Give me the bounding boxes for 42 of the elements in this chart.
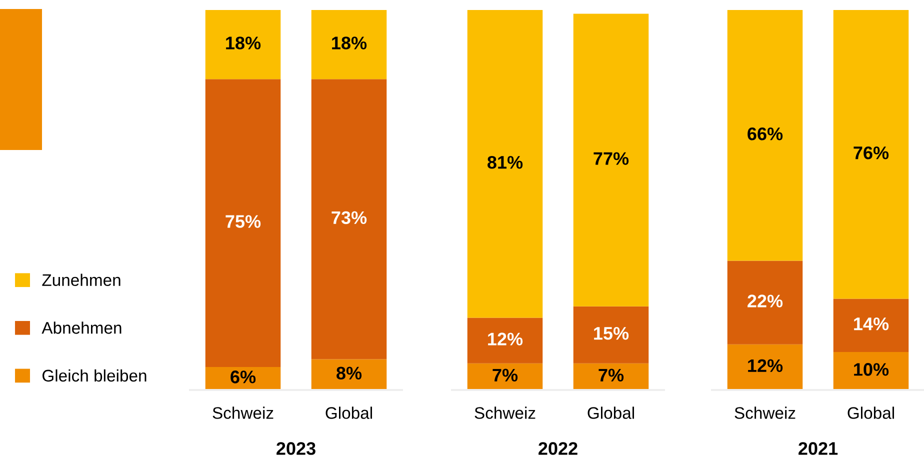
bar <box>467 318 543 364</box>
x-tick-label: Schweiz <box>474 406 536 419</box>
data-label: 76% <box>854 146 889 160</box>
x-axis-title: 2021 <box>798 442 838 455</box>
bar <box>727 260 803 344</box>
bar <box>311 10 387 80</box>
data-label: 77% <box>594 152 629 165</box>
legend-label: Abnehmen <box>42 322 122 334</box>
bar <box>833 352 909 390</box>
data-label: 12% <box>748 359 783 372</box>
data-label: 7% <box>492 368 518 382</box>
data-label: 14% <box>854 318 889 330</box>
x-axis-title: 2022 <box>538 442 578 455</box>
data-label: 12% <box>488 332 523 346</box>
data-label: 7% <box>598 368 624 382</box>
bar <box>727 10 803 261</box>
data-label: 15% <box>594 327 629 340</box>
data-label: 81% <box>488 156 523 169</box>
data-label: 18% <box>226 36 261 50</box>
x-tick-label: Global <box>848 406 894 419</box>
data-label: 18% <box>332 36 367 50</box>
data-label: 73% <box>332 211 367 224</box>
data-label: 8% <box>336 366 362 380</box>
data-label: 10% <box>854 363 889 376</box>
bar <box>833 298 909 352</box>
x-axis-title: 2023 <box>276 442 316 455</box>
bar <box>205 79 281 367</box>
bar <box>311 79 387 360</box>
data-label: 75% <box>226 215 261 228</box>
data-label: 66% <box>748 127 783 140</box>
bar <box>833 10 909 299</box>
data-label: 6% <box>230 370 256 384</box>
bar <box>727 344 803 390</box>
bar <box>205 10 281 80</box>
x-tick-label: Global <box>326 406 372 419</box>
data-label: 22% <box>748 294 783 308</box>
x-tick-label: Global <box>588 406 634 419</box>
x-tick-label: Schweiz <box>734 406 796 419</box>
x-tick-label: Schweiz <box>212 406 274 419</box>
legend-label: Gleich bleiben <box>42 369 146 382</box>
legend-label: Zunehmen <box>42 274 120 286</box>
bar <box>573 306 649 364</box>
